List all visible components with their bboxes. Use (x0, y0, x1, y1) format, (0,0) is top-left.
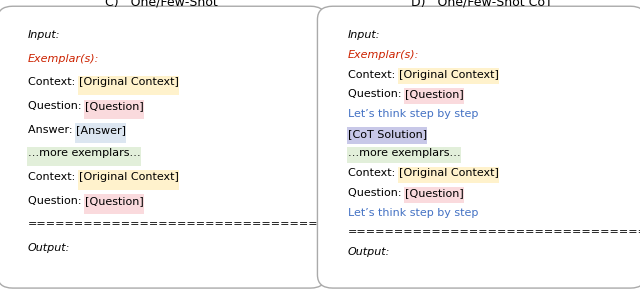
FancyBboxPatch shape (347, 147, 461, 163)
Text: Question:: Question: (348, 188, 405, 198)
Text: Let’s think step by step: Let’s think step by step (348, 109, 478, 119)
FancyBboxPatch shape (397, 167, 499, 183)
Text: Question:: Question: (28, 196, 85, 206)
Text: Answer:: Answer: (28, 125, 76, 135)
Text: [Original Context]: [Original Context] (79, 77, 179, 88)
FancyBboxPatch shape (347, 127, 428, 144)
Text: Output:: Output: (348, 247, 390, 257)
FancyBboxPatch shape (77, 171, 179, 190)
Text: [Question]: [Question] (405, 188, 463, 198)
Text: …more exemplars…: …more exemplars… (348, 149, 460, 158)
Text: ================================: ================================ (28, 219, 328, 229)
Text: Exemplar(s):: Exemplar(s): (28, 54, 99, 64)
Text: [CoT Solution]: [CoT Solution] (348, 129, 427, 139)
Text: Context:: Context: (28, 172, 79, 182)
Text: Context:: Context: (348, 168, 399, 178)
Text: [Question]: [Question] (85, 101, 143, 111)
Text: [Answer]: [Answer] (76, 125, 126, 135)
Text: D)   One/Few-Shot CoT: D) One/Few-Shot CoT (411, 0, 552, 9)
FancyBboxPatch shape (84, 99, 144, 119)
Text: Exemplar(s):: Exemplar(s): (348, 50, 419, 60)
Text: [Original Context]: [Original Context] (399, 168, 499, 178)
FancyBboxPatch shape (27, 147, 141, 166)
Text: Context:: Context: (348, 70, 399, 79)
Text: Input:: Input: (348, 30, 380, 40)
FancyBboxPatch shape (75, 123, 126, 142)
Text: Question:: Question: (28, 101, 85, 111)
Text: Context:: Context: (28, 77, 79, 88)
Text: [Original Context]: [Original Context] (399, 70, 499, 79)
Text: [Question]: [Question] (405, 89, 463, 99)
Text: Question:: Question: (348, 89, 405, 99)
Text: Input:: Input: (28, 30, 60, 40)
Text: [Question]: [Question] (85, 196, 143, 206)
Text: C)   One/Few-Shot: C) One/Few-Shot (105, 0, 218, 9)
Text: ================================: ================================ (348, 227, 640, 237)
Text: …more exemplars…: …more exemplars… (28, 149, 140, 158)
Text: [Original Context]: [Original Context] (79, 172, 179, 182)
FancyBboxPatch shape (397, 68, 499, 84)
Text: Output:: Output: (28, 243, 70, 253)
FancyBboxPatch shape (404, 186, 464, 203)
FancyBboxPatch shape (84, 194, 144, 214)
FancyBboxPatch shape (0, 6, 326, 288)
FancyBboxPatch shape (77, 76, 179, 95)
FancyBboxPatch shape (317, 6, 640, 288)
Text: Let’s think step by step: Let’s think step by step (348, 208, 478, 218)
FancyBboxPatch shape (404, 88, 464, 104)
